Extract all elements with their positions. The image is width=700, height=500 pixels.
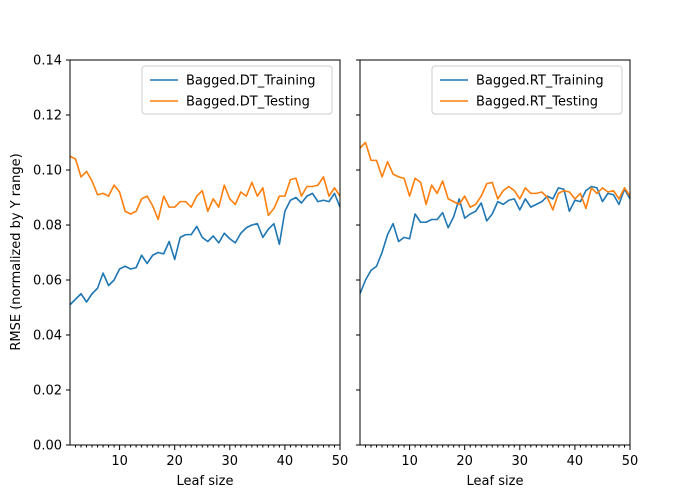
axes-frame xyxy=(359,59,631,446)
legend-label: Bagged.DT_Testing xyxy=(186,95,310,110)
legend-label: Bagged.DT_Training xyxy=(186,74,316,89)
series-line-bagged-dt-training xyxy=(69,192,341,306)
chart-panel-1: 10 20 30 40 50 0.00 0.02 0.04 0.06 0.08 0.10 0.12 0.… xyxy=(33,54,348,490)
y-tick-label: 0.14 xyxy=(33,54,62,69)
y-tick-label: 0.10 xyxy=(33,164,62,179)
y-tick-label: 0.06 xyxy=(33,274,62,289)
x-tick-label: 50 xyxy=(332,454,349,469)
y-tick-label: 0.12 xyxy=(33,109,62,124)
x-tick-label: 30 xyxy=(512,454,529,469)
series-line-bagged-rt-testing xyxy=(359,141,631,211)
x-tick-label: 20 xyxy=(166,454,183,469)
x-tick-label: 40 xyxy=(567,454,584,469)
legend-box xyxy=(431,65,623,115)
x-tick-label: 50 xyxy=(622,454,639,469)
series-line-bagged-dt-testing xyxy=(69,155,341,221)
y-tick-label: 0.04 xyxy=(33,329,62,344)
legend: Bagged.RT_Training Bagged.RT_Testing xyxy=(431,65,623,115)
x-axis-label: Leaf size xyxy=(177,474,234,489)
x-tick-label: 20 xyxy=(456,454,473,469)
x-axis-label: Leaf size xyxy=(467,474,524,489)
x-tick-label: 10 xyxy=(401,454,418,469)
x-tick-label: 30 xyxy=(222,454,239,469)
x-tick-label: 40 xyxy=(277,454,294,469)
axes-frame xyxy=(69,59,341,446)
series-line-bagged-rt-training xyxy=(359,185,631,295)
y-tick-label: 0.02 xyxy=(33,384,62,399)
chart-panels: 10 20 30 40 50 0.00 0.02 0.04 0.06 0.08 0.10 0.12 0.… xyxy=(33,54,638,490)
x-tick-label: 10 xyxy=(111,454,128,469)
y-tick-label: 0.00 xyxy=(33,439,62,454)
legend-box xyxy=(141,65,333,115)
y-tick-label: 0.08 xyxy=(33,219,62,234)
legend-label: Bagged.RT_Testing xyxy=(476,95,598,110)
y-axis-label: RMSE (normalized by Y range) xyxy=(9,153,24,350)
legend: Bagged.DT_Training Bagged.DT_Testing xyxy=(141,65,333,115)
legend-label: Bagged.RT_Training xyxy=(476,74,604,89)
